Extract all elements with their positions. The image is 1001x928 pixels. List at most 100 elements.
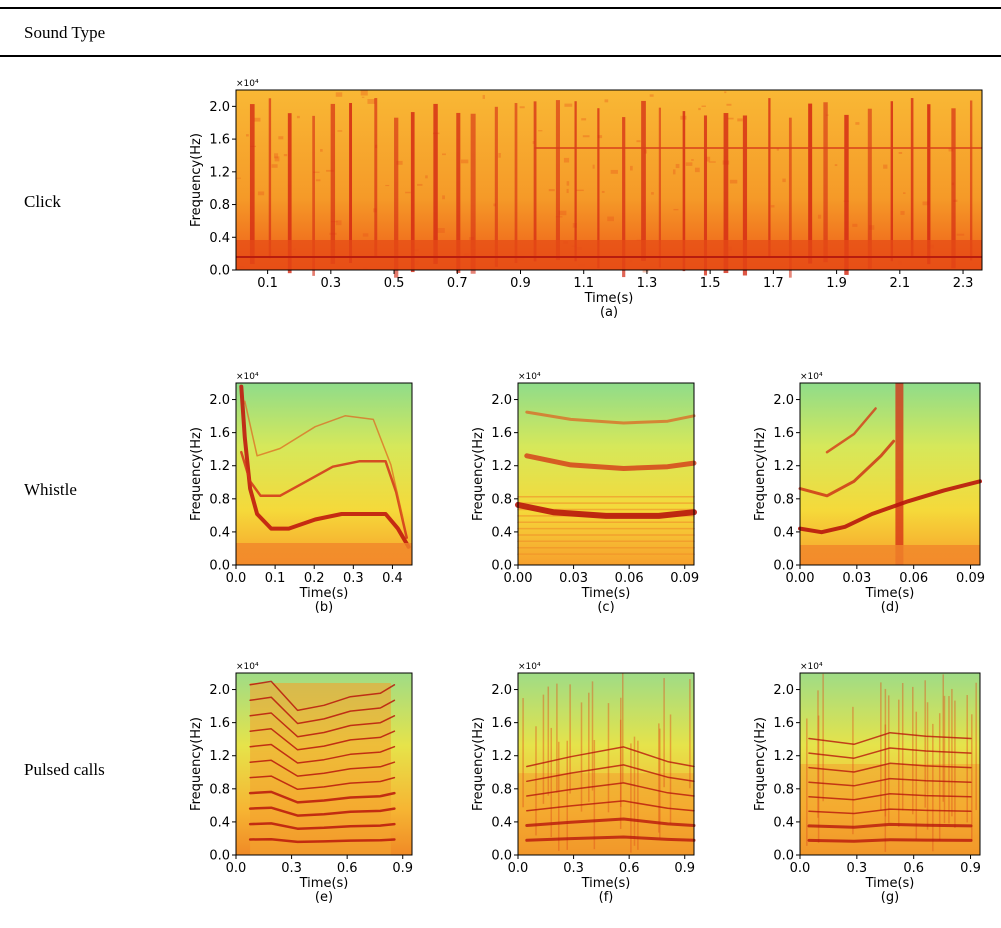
spectral-contour bbox=[526, 800, 695, 812]
y-tick-label: 0.8 bbox=[773, 492, 794, 507]
noise bbox=[834, 164, 838, 167]
spectral-contour bbox=[526, 782, 695, 797]
spectral-contour bbox=[808, 777, 972, 787]
x-tick-label: 0.3 bbox=[563, 861, 584, 876]
click-band bbox=[971, 714, 973, 842]
click-band bbox=[533, 101, 537, 262]
x-tick-label: 0.9 bbox=[510, 276, 531, 291]
y-tick-label: 1.6 bbox=[491, 426, 512, 441]
y-tick-label: 2.0 bbox=[209, 683, 230, 698]
y-tick-label: 0.4 bbox=[209, 231, 230, 246]
click-band bbox=[884, 688, 887, 817]
panel-caption: (f) bbox=[599, 890, 614, 905]
spectral-contour bbox=[248, 822, 396, 830]
row-label: Click bbox=[24, 192, 61, 211]
x-tick-label: 0.9 bbox=[392, 861, 413, 876]
click-band bbox=[542, 694, 545, 804]
y-tick-label: 0.8 bbox=[491, 782, 512, 797]
y-tick-label: 1.2 bbox=[209, 459, 230, 474]
noise bbox=[493, 203, 496, 207]
spectral-contour bbox=[240, 450, 408, 539]
y-axis-label: Frequency(Hz) bbox=[189, 717, 204, 811]
click-band bbox=[901, 683, 904, 811]
y-tick-label: 1.2 bbox=[209, 165, 230, 180]
x-tick-label: 0.7 bbox=[447, 276, 468, 291]
x-axis-label: Time(s) bbox=[581, 586, 631, 601]
noise bbox=[576, 189, 584, 192]
x-tick-label: 2.1 bbox=[889, 276, 910, 291]
x-tick-label: 1.3 bbox=[637, 276, 658, 291]
click-band bbox=[844, 114, 849, 275]
click-band bbox=[806, 718, 808, 846]
x-tick-label: 0.3 bbox=[320, 276, 341, 291]
y-tick-label: 2.0 bbox=[209, 393, 230, 408]
noise bbox=[706, 156, 711, 162]
click-band bbox=[312, 115, 315, 276]
x-tick-label: 2.3 bbox=[953, 276, 974, 291]
click-band bbox=[456, 112, 461, 273]
noise bbox=[636, 140, 641, 143]
noise bbox=[727, 117, 734, 120]
y-tick-label: 1.2 bbox=[491, 749, 512, 764]
y-axis-label: Frequency(Hz) bbox=[471, 717, 486, 811]
x-tick-label: 0.2 bbox=[304, 571, 325, 586]
axis-multiplier: ×10⁴ bbox=[236, 372, 259, 382]
x-tick-label: 0.3 bbox=[281, 861, 302, 876]
y-tick-label: 0.0 bbox=[209, 559, 230, 574]
spectral-contour bbox=[248, 837, 396, 844]
spectral-contour bbox=[808, 731, 972, 746]
click-band bbox=[547, 686, 550, 796]
x-axis-label: Time(s) bbox=[865, 586, 915, 601]
y-tick-label: 1.6 bbox=[209, 716, 230, 731]
noise bbox=[672, 169, 676, 175]
spectral-contour bbox=[798, 439, 896, 498]
x-tick-label: 0.6 bbox=[903, 861, 924, 876]
click-band bbox=[637, 740, 639, 850]
y-tick-label: 1.6 bbox=[209, 133, 230, 148]
noise bbox=[532, 141, 535, 144]
click-band bbox=[394, 117, 399, 278]
x-tick-label: 1.7 bbox=[763, 276, 784, 291]
y-tick-label: 1.2 bbox=[491, 459, 512, 474]
click-band bbox=[470, 113, 476, 274]
plot-frame bbox=[235, 672, 413, 856]
spectral-contour bbox=[808, 808, 972, 815]
click-band bbox=[619, 719, 622, 829]
y-tick-label: 2.0 bbox=[491, 393, 512, 408]
noise bbox=[726, 103, 732, 106]
y-tick-label: 0.0 bbox=[773, 849, 794, 864]
click-band bbox=[915, 711, 918, 840]
click-band bbox=[556, 683, 558, 793]
y-tick-label: 0.4 bbox=[491, 815, 512, 830]
y-axis-label: Frequency(Hz) bbox=[189, 427, 204, 521]
noise bbox=[274, 156, 280, 162]
noise bbox=[685, 162, 693, 166]
y-tick-label: 1.6 bbox=[773, 426, 794, 441]
noise bbox=[610, 169, 618, 174]
x-tick-label: 0.9 bbox=[960, 861, 981, 876]
noise bbox=[922, 201, 930, 206]
click-band bbox=[569, 684, 571, 794]
spectral-contour bbox=[525, 410, 696, 425]
click-band bbox=[703, 115, 708, 276]
noise bbox=[257, 191, 265, 196]
noise bbox=[649, 94, 654, 97]
y-tick-label: 1.2 bbox=[773, 749, 794, 764]
noise bbox=[737, 118, 743, 122]
x-tick-label: 0.6 bbox=[619, 861, 640, 876]
click-band bbox=[349, 102, 353, 263]
y-tick-label: 0.4 bbox=[773, 525, 794, 540]
click-band bbox=[682, 111, 686, 272]
click-band bbox=[555, 100, 560, 261]
click-band bbox=[663, 677, 665, 788]
x-tick-label: 0.0 bbox=[508, 861, 529, 876]
noise bbox=[698, 107, 701, 111]
click-band bbox=[658, 723, 660, 833]
click-band bbox=[641, 100, 646, 261]
column-header: Sound Type bbox=[24, 23, 105, 42]
click-band bbox=[895, 383, 904, 565]
x-tick-label: 0.0 bbox=[226, 861, 247, 876]
y-tick-label: 1.2 bbox=[773, 459, 794, 474]
y-tick-label: 0.8 bbox=[773, 782, 794, 797]
click-band bbox=[948, 696, 950, 824]
